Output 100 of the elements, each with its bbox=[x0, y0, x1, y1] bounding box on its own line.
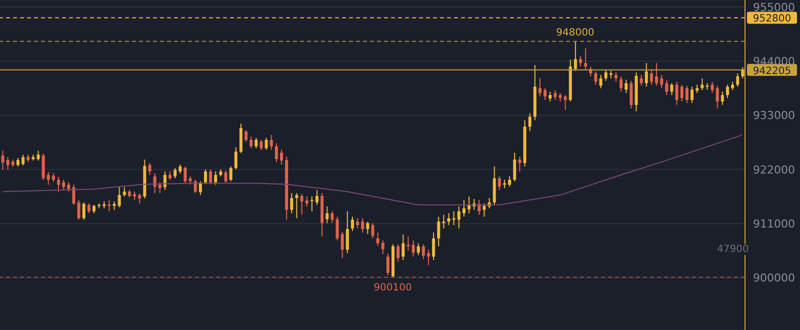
candlestick bbox=[655, 62, 658, 86]
candlestick bbox=[260, 139, 263, 151]
candlestick bbox=[234, 146, 238, 170]
candlestick bbox=[366, 221, 370, 234]
candlestick bbox=[700, 78, 704, 91]
candlestick bbox=[274, 142, 278, 163]
candlestick bbox=[675, 81, 678, 106]
candlestick bbox=[620, 76, 623, 92]
candlestick bbox=[87, 202, 90, 214]
candlestick bbox=[710, 81, 714, 94]
candlestick bbox=[741, 66, 744, 79]
candlestick bbox=[361, 218, 364, 233]
candlestick bbox=[432, 232, 436, 261]
candlestick bbox=[376, 232, 380, 246]
candlestick bbox=[381, 240, 384, 255]
candlestick bbox=[574, 40, 577, 72]
candlestick bbox=[315, 190, 318, 206]
candlestick bbox=[62, 179, 66, 191]
candlestick bbox=[640, 74, 643, 86]
candlestick bbox=[305, 196, 308, 207]
candlestick bbox=[1, 150, 4, 170]
candlestick bbox=[270, 134, 273, 150]
candlestick bbox=[685, 85, 688, 104]
candlestick bbox=[482, 202, 486, 218]
candlestick bbox=[174, 167, 177, 179]
line-series bbox=[2, 134, 743, 206]
candlestick bbox=[644, 62, 648, 88]
candlestick bbox=[57, 176, 60, 192]
candlestick bbox=[158, 182, 162, 194]
candlestick bbox=[548, 91, 552, 102]
candlestick bbox=[346, 210, 349, 254]
candlestick bbox=[624, 79, 628, 94]
candlestick bbox=[67, 182, 70, 192]
candlestick bbox=[452, 210, 456, 226]
y-tick-label: 900000 bbox=[753, 272, 795, 285]
candlestick bbox=[46, 171, 50, 186]
candlestick bbox=[447, 212, 450, 226]
candlestick bbox=[402, 234, 405, 261]
y-tick-label: 911000 bbox=[753, 218, 795, 231]
candlestick bbox=[508, 176, 512, 188]
candlestick bbox=[726, 84, 729, 99]
candlestick bbox=[412, 240, 415, 258]
candlestick bbox=[250, 136, 253, 149]
candlestick bbox=[538, 78, 542, 98]
candlestick bbox=[295, 192, 298, 219]
y-tick-label: 933000 bbox=[753, 109, 795, 122]
candlestick bbox=[426, 249, 430, 266]
candlestick bbox=[229, 166, 232, 182]
candlestick bbox=[371, 222, 374, 239]
annotation: 47900 bbox=[715, 244, 751, 255]
candlestick bbox=[422, 244, 425, 260]
candlestick bbox=[118, 186, 121, 208]
candlestick bbox=[457, 206, 460, 230]
candlestick bbox=[680, 84, 684, 102]
candlestick bbox=[498, 176, 501, 191]
candlestick bbox=[6, 156, 10, 170]
candlestick bbox=[72, 184, 76, 206]
y-tick-label: 955000 bbox=[753, 0, 795, 14]
candlestick bbox=[138, 193, 142, 204]
candlestick bbox=[513, 152, 516, 182]
candlestick bbox=[544, 88, 547, 100]
candlestick bbox=[670, 82, 674, 96]
candlestick bbox=[264, 137, 268, 150]
candlestick bbox=[204, 168, 207, 185]
candlestick bbox=[214, 170, 218, 186]
candlestick bbox=[82, 202, 86, 220]
candlestick bbox=[604, 69, 608, 82]
candlestick bbox=[518, 156, 522, 172]
annotation: 948000 bbox=[556, 27, 594, 38]
candlestick bbox=[36, 150, 40, 162]
candlestick bbox=[614, 72, 618, 82]
candlestick bbox=[122, 186, 126, 198]
candlestick bbox=[310, 196, 314, 212]
candlestick bbox=[468, 196, 471, 214]
ref-line-label: 952800 bbox=[752, 14, 792, 25]
candlestick bbox=[437, 216, 440, 247]
candlestick bbox=[650, 69, 653, 86]
candlestick bbox=[300, 194, 304, 216]
candlestick bbox=[198, 180, 202, 196]
candlestick bbox=[665, 79, 668, 96]
y-tick-label: 922000 bbox=[753, 163, 795, 176]
annotation: 900100 bbox=[374, 282, 412, 294]
candlestick bbox=[77, 199, 80, 220]
candlestick bbox=[690, 86, 694, 104]
candlestick bbox=[184, 166, 187, 184]
candlestick bbox=[280, 149, 284, 166]
candlestick bbox=[584, 48, 588, 70]
candlestick bbox=[579, 56, 582, 67]
candlestick bbox=[630, 80, 633, 109]
candlestick bbox=[209, 168, 212, 185]
candlestick bbox=[340, 231, 344, 259]
candlestick bbox=[224, 170, 228, 184]
candlestick bbox=[244, 130, 248, 142]
candlestick bbox=[290, 192, 294, 214]
candlestick bbox=[108, 199, 111, 212]
candlestick bbox=[386, 253, 390, 276]
candlestick bbox=[42, 153, 45, 180]
candlestick bbox=[660, 74, 664, 89]
candlestick bbox=[462, 199, 466, 218]
candlestick bbox=[736, 72, 740, 88]
